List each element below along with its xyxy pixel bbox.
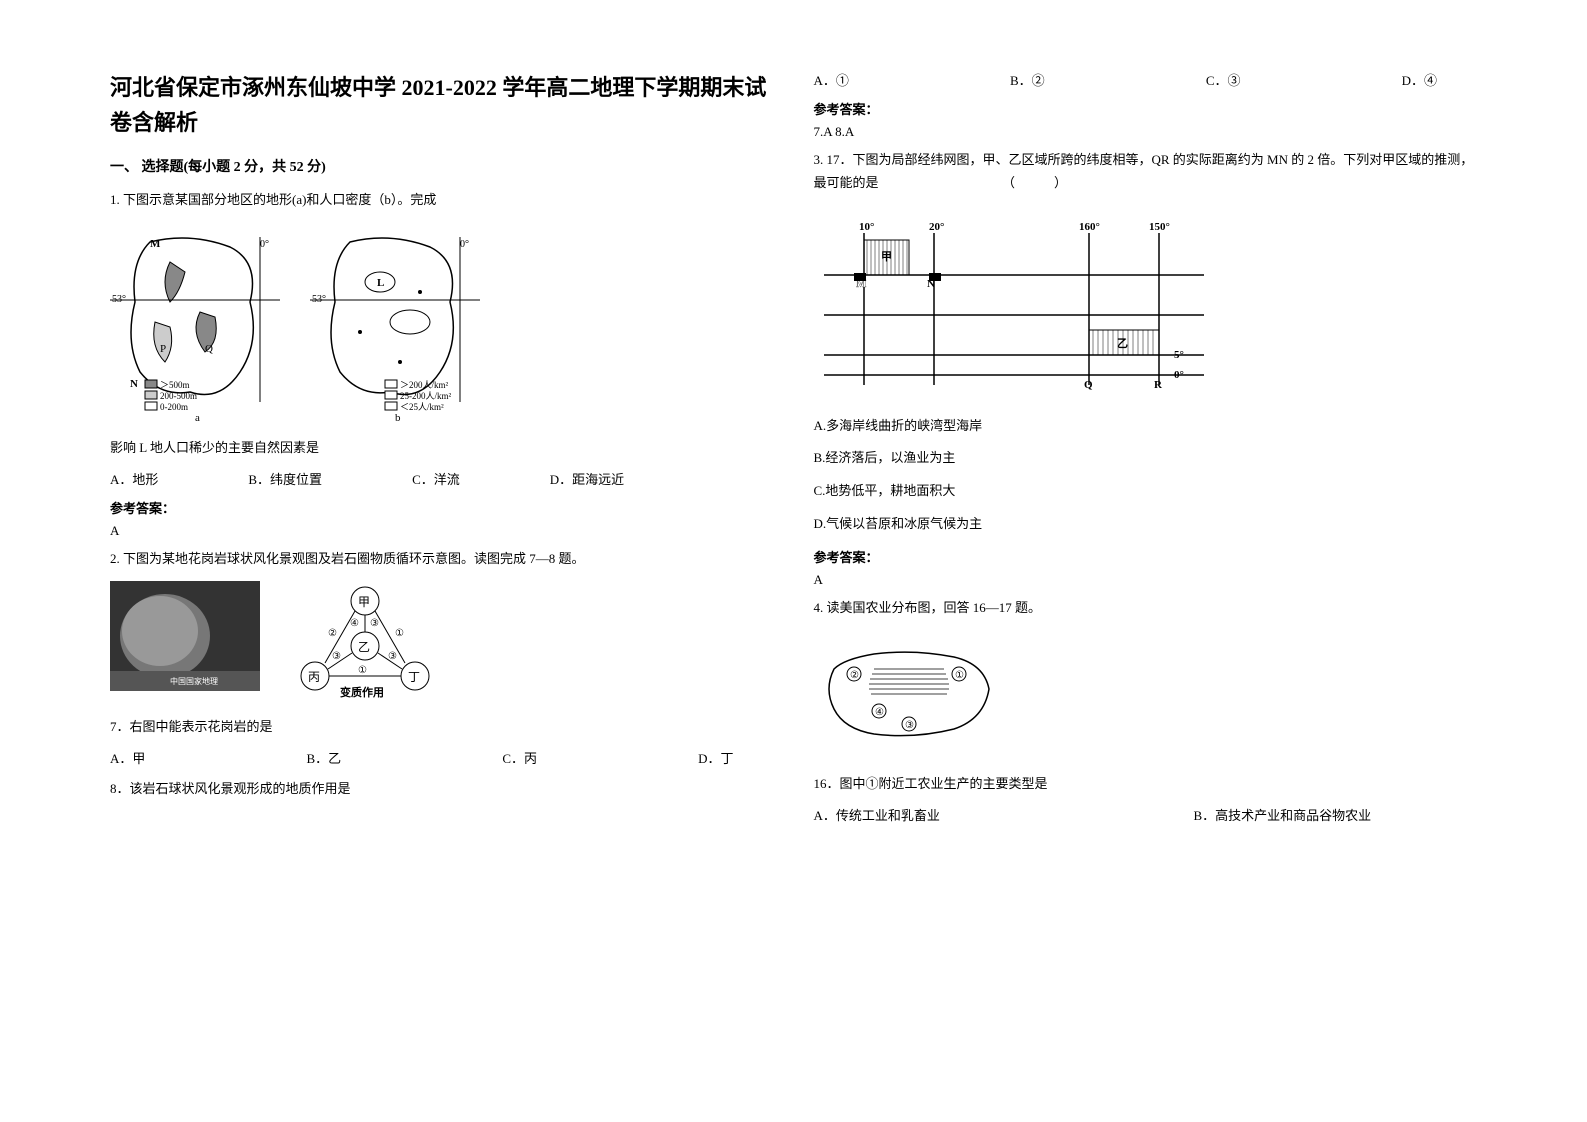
q2-answer: 7.A 8.A	[814, 124, 1478, 140]
q1-opt-d: D．距海远近	[550, 469, 624, 488]
q3-answer-label: 参考答案：	[814, 547, 1478, 566]
edge-3c: ③	[388, 651, 397, 662]
q2r-opt-b: B．②	[1010, 70, 1045, 89]
watermark: 中国国家地理	[170, 676, 218, 686]
q2-sub1: 7．右图中能表示花岗岩的是	[110, 715, 774, 738]
q2-opt-c: C．丙	[502, 748, 537, 767]
bottom-label: 变质作用	[340, 685, 384, 699]
q3-opt-b: B.经济落后，以渔业为主	[814, 446, 1478, 471]
map-b-lon: 0°	[460, 239, 469, 250]
legend-b-1: ＞200人/km²	[400, 380, 449, 390]
q4-sub: 16．图中①附近工农业生产的主要类型是	[814, 772, 1478, 795]
q2-answer-label: 参考答案：	[814, 99, 1478, 118]
q1-answer: A	[110, 523, 774, 539]
q3-stem: 3. 17．下图为局部经纬网图，甲、乙区域所跨的纬度相等，QR 的实际距离约为 …	[814, 148, 1478, 195]
map-a-label-q: Q	[205, 343, 213, 355]
q2r-opt-a: A．①	[814, 70, 849, 89]
map-b-caption: b	[395, 412, 401, 422]
map-b-label-l: L	[377, 277, 384, 289]
node-bing: 丙	[308, 670, 320, 684]
legend-b-2: 25-200人/km²	[400, 391, 451, 401]
rock-photo: 中国国家地理	[110, 581, 260, 691]
q1-opt-a: A．地形	[110, 469, 158, 488]
q3-answer: A	[814, 572, 1478, 588]
legend-b-3: ＜25人/km²	[400, 402, 444, 412]
legend-a-1: ＞500m	[160, 380, 190, 390]
point-q: Q	[1084, 379, 1093, 391]
q3-opt-a: A.多海岸线曲折的峡湾型海岸	[814, 414, 1478, 439]
node-jia: 甲	[358, 595, 370, 609]
lon-20: 20°	[929, 221, 944, 233]
edge-3b: ③	[332, 651, 341, 662]
point-r: R	[1154, 379, 1163, 391]
region-yi: 乙	[1117, 337, 1128, 350]
right-column: A．① B．② C．③ D．④ 参考答案： 7.A 8.A 3. 17．下图为局…	[794, 70, 1498, 1082]
q1-sub: 影响 L 地人口稀少的主要自然因素是	[110, 436, 774, 459]
map-a-label-n: N	[130, 378, 138, 390]
left-column: 河北省保定市涿州东仙坡中学 2021-2022 学年高二地理下学期期末试卷含解析…	[90, 70, 794, 1082]
lat-5: 5°	[1174, 349, 1184, 361]
lon-10: 10°	[859, 221, 874, 233]
legend-a-3: 0-200m	[160, 402, 188, 412]
edge-4: ④	[350, 618, 359, 629]
q4-options: A．传统工业和乳畜业 B．高技术产业和商品谷物农业	[814, 805, 1478, 824]
q2-options1: A．甲 B．乙 C．丙 D．丁	[110, 748, 774, 767]
usa-2: ②	[850, 670, 859, 681]
q2r-opt-c: C．③	[1206, 70, 1241, 89]
edge-2: ②	[328, 628, 337, 639]
edge-1b: ①	[358, 665, 367, 676]
cycle-diagram: 甲 乙 丙 丁 ② ① ④ ③ ③ ③ ① 变质作用	[290, 581, 440, 701]
map-a: M N P Q 53° 0° ＞500m 200-500m 0-200m a	[110, 222, 290, 422]
q4-opt-b: B．高技术产业和商品谷物农业	[1194, 805, 1372, 824]
lon-150: 150°	[1149, 221, 1170, 233]
lat-0: 0°	[1174, 369, 1184, 381]
lon-160: 160°	[1079, 221, 1100, 233]
q1-answer-label: 参考答案：	[110, 498, 774, 517]
region-jia: 甲	[881, 250, 892, 263]
node-ding: 丁	[408, 670, 420, 684]
map-a-caption: a	[195, 412, 200, 422]
usa-1: ①	[955, 670, 964, 681]
edge-3: ③	[370, 618, 379, 629]
legend-a-2: 200-500m	[160, 391, 197, 401]
q2r-opt-d: D．④	[1402, 70, 1437, 89]
edge-1: ①	[395, 628, 404, 639]
q1-options: A．地形 B．纬度位置 C．洋流 D．距海远近	[110, 469, 774, 488]
q3-opt-c: C.地势低平，耕地面积大	[814, 479, 1478, 504]
map-a-label-m: M	[150, 238, 161, 250]
q1-opt-c: C．洋流	[412, 469, 460, 488]
q4-stem: 4. 读美国农业分布图，回答 16—17 题。	[814, 596, 1478, 619]
q2-options2: A．① B．② C．③ D．④	[814, 70, 1478, 89]
q1-stem: 1. 下图示意某国部分地区的地形(a)和人口密度（b）。完成	[110, 188, 774, 211]
map-b: L 53° 0° ＞200人/km² 25-200人/km² ＜25人/km² …	[310, 222, 490, 422]
q2-sub2: 8．该岩石球状风化景观形成的地质作用是	[110, 777, 774, 800]
map-a-label-p: P	[160, 343, 166, 355]
q1-opt-b: B．纬度位置	[248, 469, 322, 488]
usa-map: ② ① ④ ③	[814, 639, 1004, 749]
q2-opt-d: D．丁	[698, 748, 733, 767]
q4-opt-a: A．传统工业和乳畜业	[814, 805, 1194, 824]
q1-maps: M N P Q 53° 0° ＞500m 200-500m 0-200m a L…	[110, 222, 774, 422]
q2-figure: 中国国家地理 甲 乙 丙 丁 ② ① ④ ③ ③ ③ ① 变质作用	[110, 581, 774, 701]
node-yi: 乙	[358, 640, 370, 654]
section-header: 一、 选择题(每小题 2 分，共 52 分)	[110, 156, 774, 176]
q2-stem: 2. 下图为某地花岗岩球状风化景观图及岩石圈物质循环示意图。读图完成 7—8 题…	[110, 547, 774, 570]
q3-grid: 10° 20° 160° 150° 甲 M N	[814, 215, 1214, 395]
q2-opt-a: A．甲	[110, 748, 145, 767]
page-title: 河北省保定市涿州东仙坡中学 2021-2022 学年高二地理下学期期末试卷含解析	[110, 70, 774, 140]
q3-opt-d: D.气候以苔原和冰原气候为主	[814, 512, 1478, 537]
q2-opt-b: B．乙	[307, 748, 342, 767]
map-a-lon: 0°	[260, 239, 269, 250]
usa-3: ③	[905, 720, 914, 731]
usa-4: ④	[875, 707, 884, 718]
